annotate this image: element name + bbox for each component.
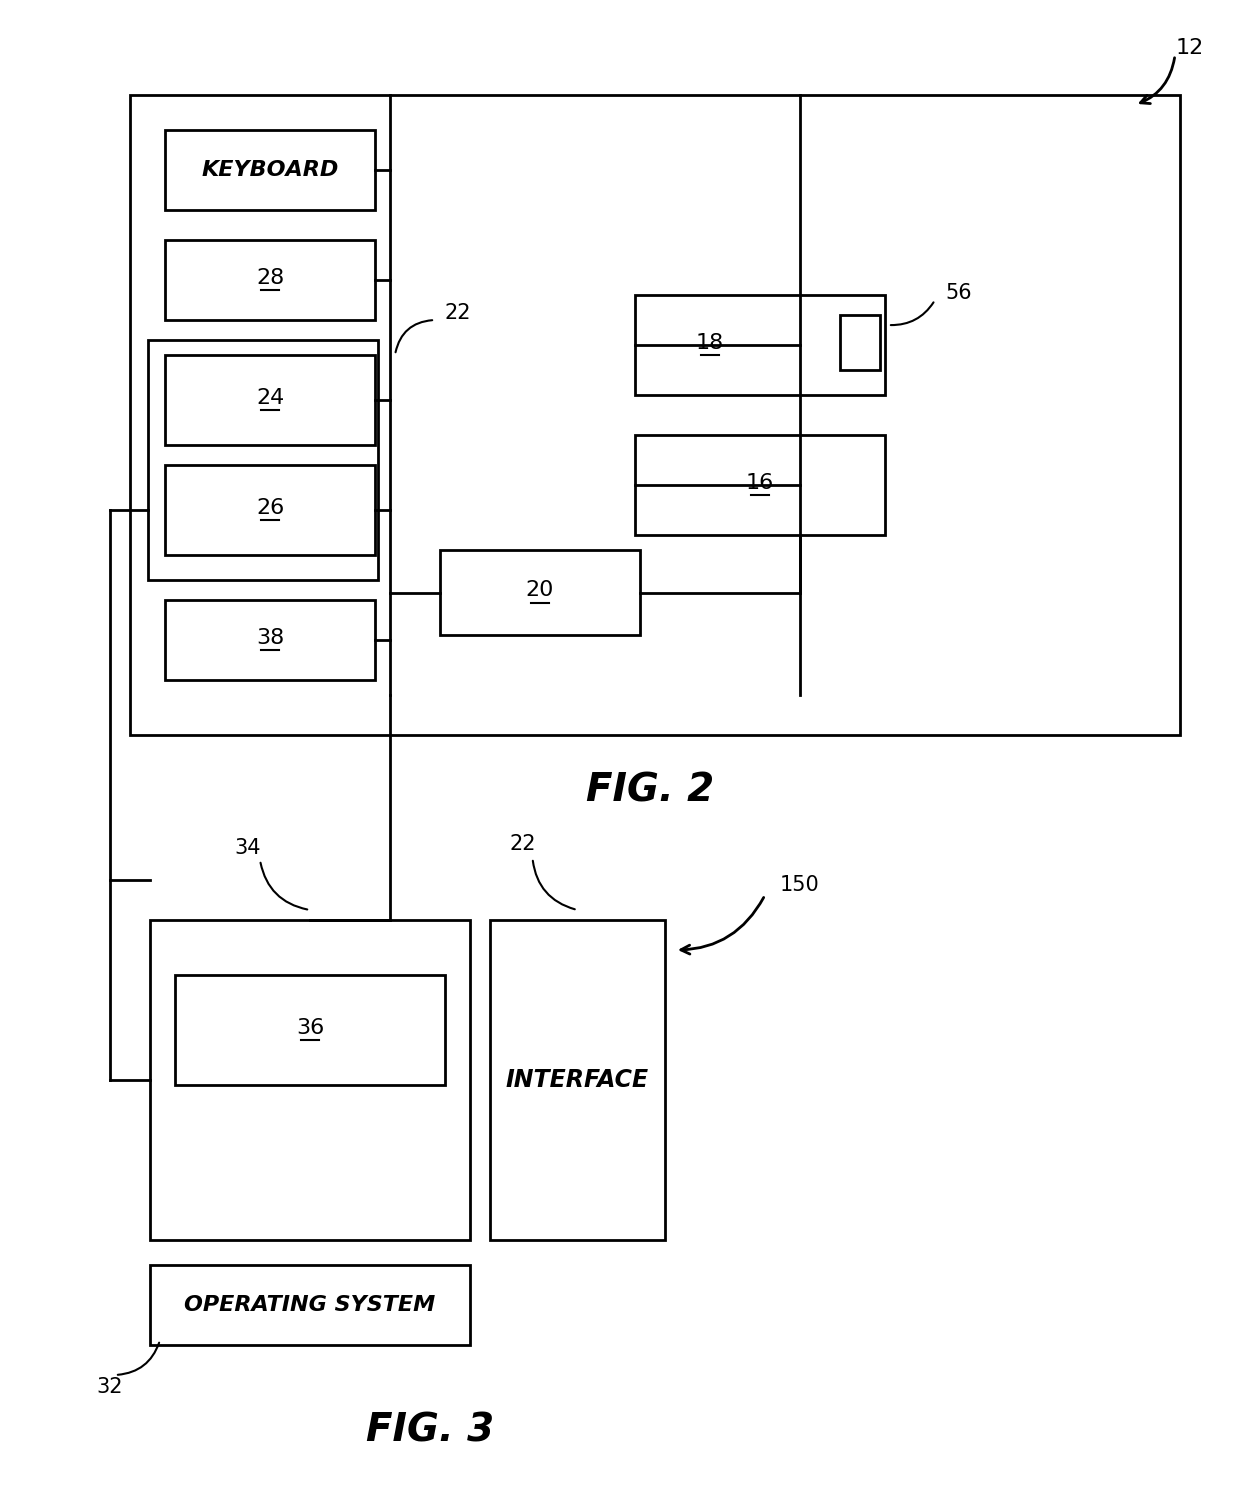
Bar [150, 919, 470, 1240]
Text: 22: 22 [445, 302, 471, 323]
Bar [165, 240, 374, 320]
Text: 22: 22 [510, 834, 536, 854]
Bar [150, 1265, 470, 1345]
Bar [839, 314, 880, 370]
Text: 12: 12 [1176, 39, 1204, 58]
Bar [440, 550, 640, 635]
Bar [148, 340, 378, 580]
Text: FIG. 2: FIG. 2 [587, 770, 714, 809]
Text: 32: 32 [97, 1377, 123, 1398]
Text: 38: 38 [255, 627, 284, 648]
Bar [130, 95, 1180, 735]
Text: OPERATING SYSTEM: OPERATING SYSTEM [185, 1295, 435, 1316]
Bar [165, 355, 374, 446]
Bar [490, 919, 665, 1240]
Text: 20: 20 [526, 581, 554, 600]
Text: 56: 56 [945, 283, 972, 302]
Text: 16: 16 [746, 472, 774, 493]
Bar [165, 130, 374, 210]
Text: 28: 28 [255, 268, 284, 288]
Bar [175, 974, 445, 1085]
Text: KEYBOARD: KEYBOARD [201, 159, 339, 180]
Bar [635, 435, 885, 535]
Bar [165, 600, 374, 679]
Text: 150: 150 [780, 875, 820, 895]
Text: 26: 26 [255, 498, 284, 519]
Text: 18: 18 [696, 332, 724, 353]
Bar [635, 295, 885, 395]
Text: FIG. 3: FIG. 3 [366, 1411, 494, 1448]
Text: INTERFACE: INTERFACE [506, 1068, 649, 1092]
Bar [165, 465, 374, 554]
Text: 24: 24 [255, 387, 284, 408]
Text: 36: 36 [296, 1018, 324, 1039]
Text: 34: 34 [234, 837, 262, 858]
